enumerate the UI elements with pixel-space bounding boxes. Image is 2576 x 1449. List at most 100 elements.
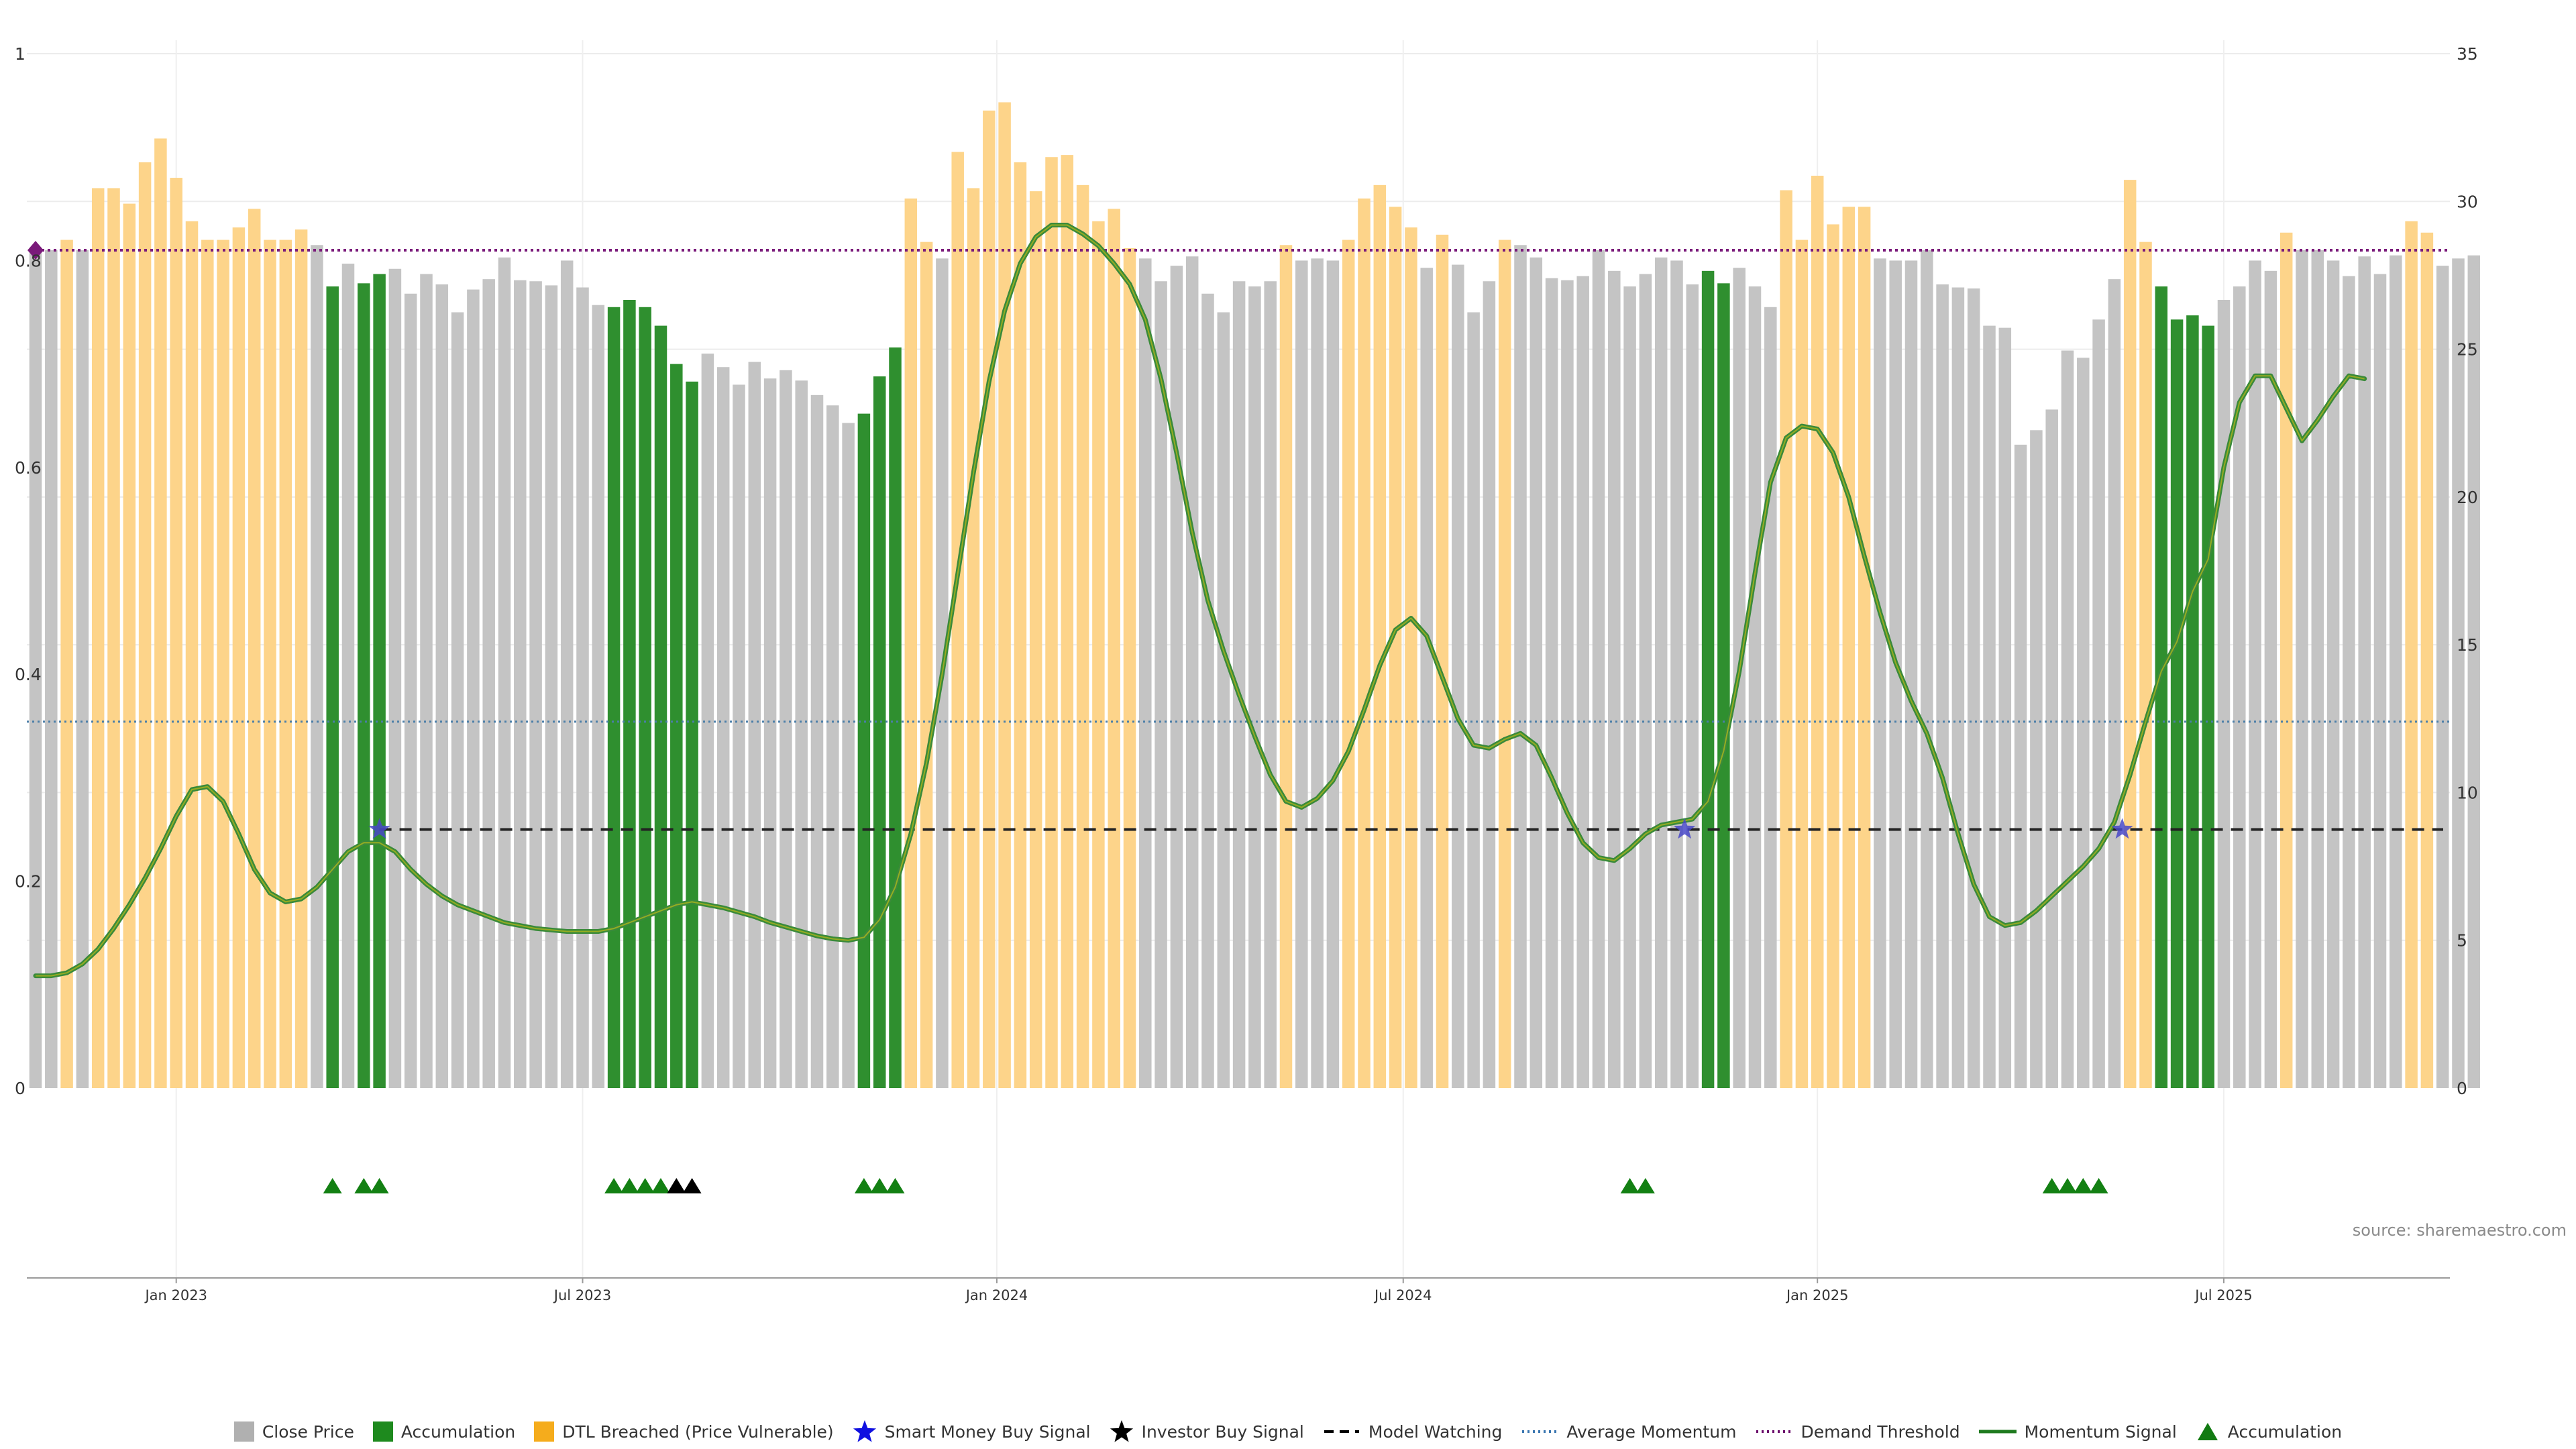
left-axis-tick: 0.6 — [15, 458, 42, 478]
legend-item: DTL Breached (Price Vulnerable) — [534, 1421, 834, 1442]
reference-lines — [27, 240, 2450, 831]
accumulation-marker — [635, 1178, 655, 1193]
dtl-breached-bar — [1842, 207, 1856, 1088]
close-price-bar — [1951, 287, 1965, 1089]
close-price-bar — [435, 284, 449, 1089]
accumulation-bar — [358, 283, 370, 1089]
close-price-bar — [2045, 409, 2058, 1088]
close-price-bar — [748, 362, 761, 1088]
dtl-breached-bar — [967, 188, 980, 1089]
legend-label: Investor Buy Signal — [1141, 1421, 1304, 1442]
accumulation-bar — [2186, 315, 2199, 1089]
close-price-bar — [1295, 260, 1308, 1088]
legend-swatch — [233, 1421, 254, 1442]
close-price-bar — [1561, 280, 1574, 1088]
close-price-bar — [576, 287, 589, 1089]
legend-item: Model Watching — [1323, 1422, 1502, 1442]
accumulation-marker — [2058, 1178, 2077, 1193]
close-price-bar — [498, 257, 511, 1089]
close-price-bar — [2092, 319, 2105, 1089]
legend-item: Accumulation — [372, 1421, 515, 1442]
dtl-breached-bar — [983, 110, 996, 1088]
momentum-signal-highlight — [36, 224, 2365, 977]
dtl-breached-bar — [1108, 209, 1120, 1088]
accumulation-bar — [2155, 286, 2168, 1089]
dtl-breached-bar — [1014, 162, 1027, 1088]
close-price-bar — [1452, 264, 1464, 1088]
close-price-bar — [2326, 260, 2340, 1088]
smart-money-buy-star — [368, 818, 390, 839]
right-axis-tick: 5 — [2457, 931, 2467, 951]
dtl-breached-bar — [1076, 184, 1089, 1089]
dtl-breached-bar — [998, 102, 1011, 1088]
close-price-bar — [29, 250, 42, 1089]
legend-item: Close Price — [233, 1421, 354, 1442]
dtl-breached-bar — [2420, 232, 2434, 1088]
dtl-breached-bar — [185, 221, 199, 1089]
legend-swatch — [1756, 1430, 1792, 1433]
close-price-bar — [2077, 358, 2090, 1088]
close-price-bar — [1748, 286, 1762, 1089]
dtl-breached-bar — [1436, 234, 1449, 1089]
dtl-breached-bar — [1827, 224, 1839, 1089]
dtl-breached-bar — [1498, 239, 1511, 1088]
legend-swatch — [372, 1421, 393, 1442]
star-icon — [1110, 1420, 1133, 1442]
close-price-bar — [560, 260, 574, 1088]
legend-label: Smart Money Buy Signal — [884, 1421, 1091, 1442]
dtl-breached-bar — [951, 152, 964, 1089]
close-price-bar — [311, 245, 323, 1088]
legend-label: Accumulation — [2227, 1421, 2343, 1442]
accumulation-marker — [2074, 1178, 2093, 1193]
close-price-bar — [404, 293, 417, 1088]
close-price-bar — [467, 289, 480, 1089]
star-icon — [853, 1420, 876, 1442]
close-price-bar — [529, 281, 542, 1088]
accumulation-bar — [889, 347, 902, 1088]
legend-label: Momentum Signal — [2024, 1421, 2177, 1442]
close-price-bar — [2311, 250, 2324, 1089]
accumulation-bar — [373, 274, 386, 1088]
right-axis-tick: 15 — [2457, 635, 2478, 655]
close-price-bar — [1545, 278, 1558, 1088]
close-price-bar — [1967, 288, 1980, 1089]
left-axis-tick: 0.2 — [15, 872, 42, 892]
accumulation-bar — [857, 413, 871, 1088]
legend: Close Price Accumulation DTL Breached (Pri… — [0, 1417, 2576, 1446]
close-price-bar — [2343, 276, 2355, 1088]
close-price-bar — [1686, 284, 1699, 1089]
close-price-bar — [2452, 258, 2465, 1088]
dtl-breached-bar — [264, 239, 276, 1088]
bars — [29, 102, 2481, 1089]
dtl-breached-bar — [138, 162, 152, 1088]
dtl-breached-bar — [91, 188, 105, 1089]
close-price-bar — [716, 367, 730, 1088]
accumulation-marker — [2089, 1178, 2108, 1193]
left-axis-tick: 0 — [15, 1079, 25, 1098]
close-price-bar — [514, 280, 527, 1088]
close-price-bar — [1529, 257, 1543, 1089]
dtl-breached-bar — [170, 178, 182, 1088]
x-axis-tick-label: Jan 2024 — [965, 1287, 1028, 1303]
accumulation-marker — [1620, 1178, 1640, 1193]
legend-item: Smart Money Buy Signal — [853, 1419, 1091, 1444]
close-price-bar — [1311, 258, 1324, 1088]
accumulation-marker — [885, 1178, 905, 1193]
close-price-bar — [826, 405, 839, 1088]
right-axis-tick: 25 — [2457, 340, 2478, 360]
legend-item: Momentum Signal — [1978, 1421, 2177, 1442]
dtl-breached-bar — [107, 188, 120, 1089]
close-price-bar — [2249, 260, 2261, 1088]
x-axis-tick-label: Jan 2023 — [144, 1287, 207, 1303]
legend-item: Accumulation — [2196, 1419, 2342, 1444]
close-price-bar — [1420, 268, 1433, 1089]
smart-money-buy-star — [1674, 818, 1696, 839]
dtl-breached-bar — [2123, 180, 2137, 1088]
legend-label: Close Price — [262, 1421, 354, 1442]
accumulation-bar — [2170, 319, 2184, 1089]
close-price-bar — [1483, 281, 1496, 1088]
dtl-breached-bar — [1045, 157, 1058, 1089]
accumulation-bar — [873, 376, 886, 1088]
x-axis-tick-label: Jul 2025 — [2194, 1287, 2252, 1303]
accumulation-marker — [323, 1178, 342, 1193]
